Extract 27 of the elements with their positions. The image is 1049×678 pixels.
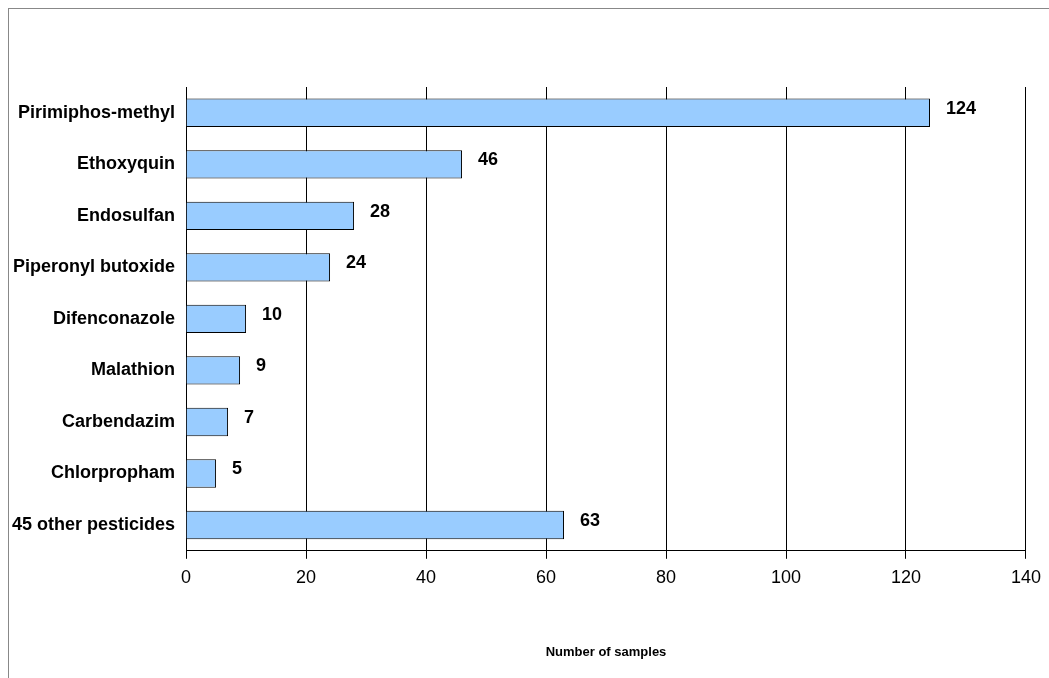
data-label: 5 xyxy=(232,458,243,479)
y-tick-label: Difenconazole xyxy=(53,307,176,328)
data-label: 63 xyxy=(580,510,601,530)
x-tick-label: 120 xyxy=(890,566,922,587)
y-tick-label: Piperonyl butoxide xyxy=(13,256,176,277)
data-label: 9 xyxy=(256,355,267,376)
x-tick-label: 60 xyxy=(536,566,557,587)
data-label: 7 xyxy=(244,406,255,427)
data-label: 10 xyxy=(262,303,283,324)
y-tick-label: Endosulfan xyxy=(77,204,176,225)
x-tick-label: 80 xyxy=(656,566,677,587)
y-tick-label: 45 other pesticides xyxy=(11,514,176,534)
y-tick-label: Carbendazim xyxy=(62,410,176,431)
x-axis-title: Number of samples xyxy=(545,643,667,659)
y-tick-label: Pirimiphos-methyl xyxy=(18,101,176,122)
y-tick-label: Malathion xyxy=(91,359,176,380)
x-tick-label: 0 xyxy=(181,566,192,587)
x-tick-label: 140 xyxy=(1010,566,1042,587)
x-tick-label: 40 xyxy=(416,566,437,587)
y-tick-label: Ethoxyquin xyxy=(77,153,176,174)
data-label: 46 xyxy=(478,149,499,170)
x-tick-label: 20 xyxy=(296,566,317,587)
data-label: 28 xyxy=(370,200,391,221)
data-label: 124 xyxy=(945,97,977,118)
y-tick-label: Chlorpropham xyxy=(51,462,176,483)
x-tick-label: 100 xyxy=(770,566,802,587)
data-label: 24 xyxy=(346,252,367,273)
